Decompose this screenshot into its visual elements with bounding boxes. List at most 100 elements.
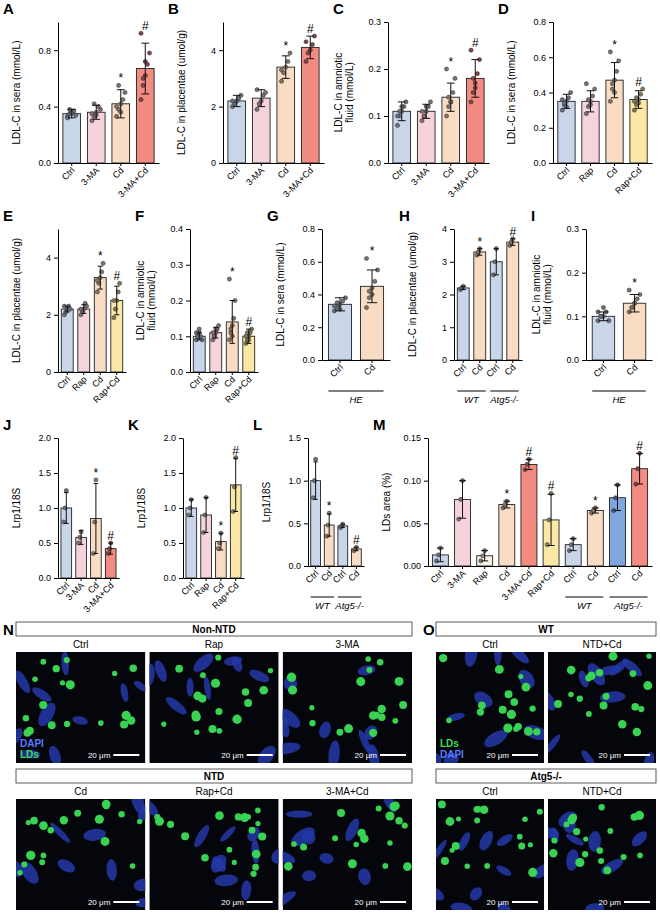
error-bar <box>398 102 406 121</box>
data-point <box>106 551 110 555</box>
plot: *#0.00.51.01.52.0Ctrl3-MACd3-MA+CdLrp1/1… <box>11 433 120 614</box>
panel: B*#024Ctrl3-MACd3-MA+CdLDL-C in placenta… <box>168 0 325 199</box>
error-bar-stem <box>220 533 221 550</box>
nucleus <box>642 751 656 763</box>
lipid-droplet <box>446 718 452 724</box>
y-tick: 0.15 <box>403 433 428 443</box>
x-tick-mark <box>236 163 237 166</box>
x-tick-mark <box>116 372 117 375</box>
error-bar <box>636 453 643 484</box>
error-bar-cap <box>313 461 317 462</box>
y-tick-label: 0.2 <box>533 123 546 133</box>
significance-mark: * <box>98 249 103 263</box>
x-tick-mark <box>479 360 480 363</box>
group-line <box>565 597 603 598</box>
y-tick-mark <box>179 543 183 544</box>
lipid-droplet <box>192 712 201 721</box>
lipid-droplet <box>244 699 252 707</box>
nucleus <box>186 678 193 697</box>
micrograph-ground <box>283 799 412 910</box>
micrograph-content <box>436 799 544 910</box>
channel-label: LDs <box>20 749 39 760</box>
error-bar <box>525 459 532 469</box>
y-tick: 0.0 <box>170 367 190 377</box>
significance-mark: * <box>230 265 235 279</box>
y-axis: 0.00.51.01.52.0 <box>38 433 58 583</box>
x-tick-label: Rap <box>202 374 221 393</box>
error-bar-cap <box>79 530 84 531</box>
error-bar-stem <box>372 270 373 303</box>
error-bar-cap <box>65 311 70 312</box>
nucleus <box>247 667 271 685</box>
error-bar-stem <box>506 501 507 508</box>
x-tick: Rap <box>192 578 211 599</box>
error-bar-cap <box>503 507 510 508</box>
significance-mark: # <box>113 269 120 283</box>
lipid-droplet <box>259 686 268 695</box>
lipid-droplet <box>53 665 60 672</box>
lipid-droplet <box>60 680 65 685</box>
y-tick-label: 0.6 <box>533 53 546 63</box>
marks <box>61 478 116 578</box>
nucleus <box>283 741 301 756</box>
data-point <box>139 97 143 101</box>
y-tick: 0.2 <box>566 268 586 278</box>
nucleus <box>133 877 145 892</box>
tile-label: 3-MA+Cd <box>326 786 369 797</box>
error-bar-cap <box>367 269 377 270</box>
error-bar-stem <box>100 266 101 289</box>
lipid-droplet <box>66 680 75 689</box>
y-tick-mark <box>179 508 183 509</box>
lipid-droplet <box>337 809 345 817</box>
y-axis-title: LDL-C in amnioticfluid (mmol/L) <box>135 261 157 340</box>
y-tick-label: 0.0 <box>533 158 546 168</box>
error-bar-cap <box>81 304 86 305</box>
x-tick-mark <box>551 566 552 569</box>
error-bar <box>233 95 241 106</box>
error-bar-stem <box>426 104 427 118</box>
x-tick-label: Ctrl <box>428 568 445 585</box>
data-point <box>590 94 594 98</box>
significance-mark: # <box>526 445 533 459</box>
y-tick-mark <box>54 163 58 164</box>
x-axis-line <box>323 360 391 361</box>
data-point <box>64 488 68 492</box>
y-tick-mark <box>54 543 58 544</box>
x-tick-label: 3-MA <box>409 165 431 187</box>
bar <box>63 114 81 163</box>
error-bar <box>335 298 345 311</box>
lipid-droplet <box>515 723 522 730</box>
data-point <box>230 99 234 103</box>
y-tick-mark <box>582 316 586 317</box>
y-tick: 2.0 <box>38 433 58 443</box>
error-bar-cap <box>548 494 555 495</box>
y-axis-title: LDs area (%) <box>381 473 392 532</box>
data-point <box>630 306 634 310</box>
data-point <box>112 316 116 320</box>
error-bar <box>64 493 69 524</box>
micrograph: 20 μm <box>9 787 154 910</box>
y-tick-label: 2 <box>46 310 51 320</box>
x-tick-mark <box>639 566 640 569</box>
data-point <box>457 517 461 521</box>
data-point <box>310 42 314 46</box>
significance-mark: * <box>612 38 617 52</box>
plot: *#0.00.40.8Ctrl3-MACd3-MA+CdLDL-C in ser… <box>11 19 160 199</box>
error-bar-cap <box>481 550 488 551</box>
nucleus <box>132 679 145 693</box>
lipid-droplet <box>637 853 643 859</box>
y-tick-label: 0.05 <box>403 519 421 529</box>
x-tick-label: Cd <box>585 568 600 583</box>
y-tick: 0 <box>442 355 454 365</box>
lipid-droplet <box>268 668 273 673</box>
marks <box>558 50 647 163</box>
error-bar-cap <box>246 343 251 344</box>
tile-label: Cd <box>74 786 87 797</box>
error-bar <box>587 91 595 112</box>
significance-mark: * <box>94 466 99 480</box>
data-point <box>398 109 402 113</box>
panel-letter: F <box>135 207 144 224</box>
y-axis: 01234 <box>442 224 455 365</box>
image-panel: NNon-NTDCtrl20 μmDAPILDsRap20 μm3-MA20 μ… <box>3 621 412 910</box>
x-axis: Ctrl3-MACd3-MA+Cd <box>389 163 490 199</box>
